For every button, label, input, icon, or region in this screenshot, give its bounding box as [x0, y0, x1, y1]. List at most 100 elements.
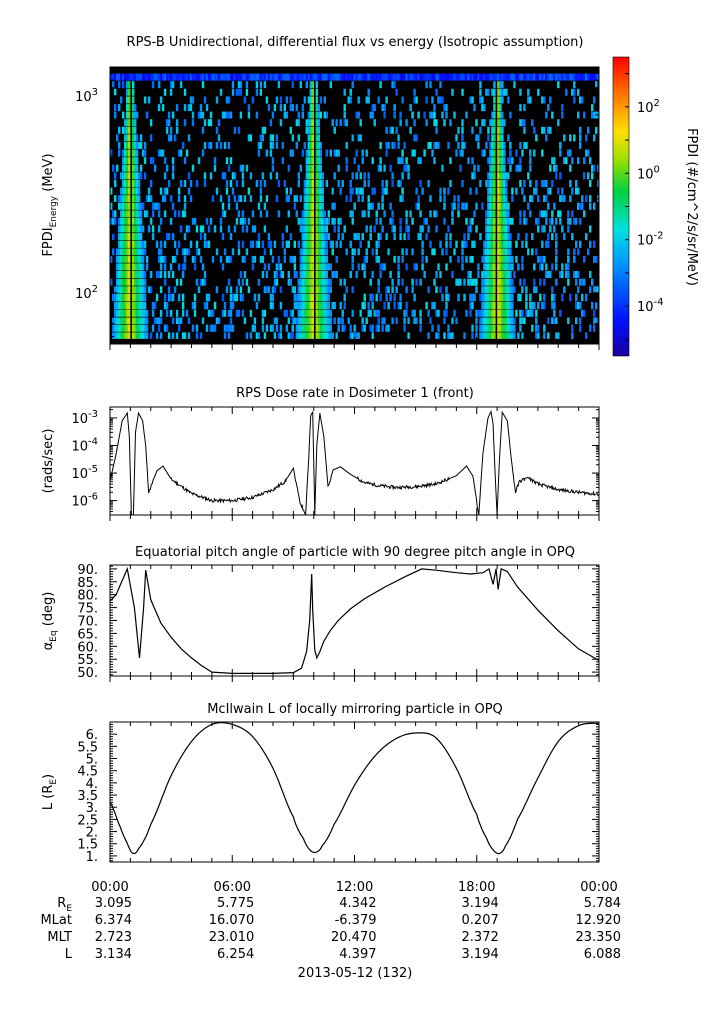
- spectrogram-cell: [419, 317, 422, 324]
- spectrogram-cell: [275, 317, 279, 324]
- spectrogram-cell: [215, 317, 219, 324]
- spectrogram-cell: [132, 332, 135, 339]
- spectrogram-cell: [595, 126, 598, 134]
- spectrogram-cell: [309, 119, 312, 127]
- spectrogram-cell: [473, 293, 476, 302]
- ephemeris-row-label: RE: [57, 896, 72, 914]
- spectrogram-cell: [491, 332, 494, 339]
- spectrogram-cell: [389, 73, 392, 81]
- spectrogram-cell: [501, 225, 504, 233]
- spectrogram-cell: [275, 96, 279, 104]
- spectrogram-cell: [122, 217, 125, 225]
- spectrogram-cell: [159, 73, 163, 81]
- colorbar-tick-label: 10-4: [637, 297, 664, 315]
- spectrogram-cell: [361, 263, 364, 271]
- spectrogram-cell: [169, 126, 173, 134]
- spectrogram-cell: [321, 293, 324, 302]
- spectrogram-cell: [485, 271, 488, 278]
- spectrogram-cell: [199, 332, 203, 339]
- spectrogram-cell: [135, 73, 139, 81]
- spectrogram-cell: [509, 309, 512, 317]
- spectrogram-cell: [303, 180, 306, 188]
- spectrogram-cell: [571, 88, 574, 96]
- spectrogram-cell: [261, 324, 265, 332]
- spectrogram-cell: [573, 134, 576, 142]
- spectrogram-cell: [159, 240, 163, 248]
- spectrogram-cell: [499, 324, 502, 332]
- spectrogram-cell: [499, 217, 502, 225]
- spectrogram-cell: [337, 180, 340, 188]
- spectrogram-cell: [191, 73, 195, 81]
- spectrogram-cell: [569, 180, 572, 188]
- spectrogram-cell: [237, 248, 241, 256]
- spectrogram-cell: [110, 278, 113, 286]
- spectrogram-cell: [475, 317, 478, 324]
- spectrogram-cell: [357, 134, 360, 142]
- spectrogram-cell: [367, 202, 370, 210]
- spectrogram-cell: [505, 210, 508, 218]
- spectrogram-cell: [431, 248, 434, 256]
- spectrogram-cell: [507, 309, 510, 317]
- spectrogram-cell: [369, 202, 372, 210]
- spectrogram-cell: [195, 73, 199, 81]
- spectrogram-cell: [529, 164, 532, 172]
- spectrogram-cell: [128, 210, 131, 218]
- spectrogram-cell: [413, 88, 416, 96]
- spectrogram-cell: [323, 271, 326, 278]
- spectrogram-cell: [122, 81, 125, 89]
- spectrogram-cell: [319, 217, 322, 225]
- spectrogram-cell: [345, 195, 348, 202]
- spectrogram-cell: [137, 248, 141, 256]
- spectrogram-cell: [441, 248, 444, 256]
- spectrogram-cell: [293, 263, 296, 271]
- spectrogram-cell: [155, 73, 159, 81]
- ephemeris-value: 2.372: [462, 930, 499, 945]
- spectrogram-cell: [349, 324, 352, 332]
- spectrogram-cell: [116, 248, 119, 256]
- spectrogram-cell: [317, 172, 320, 180]
- spectrogram-cell: [245, 332, 249, 339]
- spectrogram-cell: [323, 240, 326, 248]
- spectrogram-cell: [593, 73, 596, 81]
- spectrogram-cell: [134, 149, 137, 157]
- spectrogram-cell: [341, 180, 344, 188]
- spectrogram-cell: [237, 73, 241, 81]
- spectrogram-cell: [523, 104, 526, 112]
- spectrogram-cell: [120, 286, 123, 294]
- spectrogram-cell: [533, 278, 536, 286]
- spectrogram-cell: [225, 157, 229, 165]
- spectrogram-cell: [517, 73, 520, 81]
- spectrogram-cell: [507, 248, 510, 256]
- spectrogram-cell: [171, 317, 175, 324]
- spectrogram-cell: [245, 164, 249, 172]
- y-tick-label: 1.5: [77, 838, 98, 853]
- spectrogram-cell: [291, 324, 294, 332]
- spectrogram-cell: [497, 104, 500, 112]
- spectrogram-cell: [305, 149, 308, 157]
- spectrogram-cell: [203, 301, 207, 310]
- spectrogram-cell: [523, 126, 526, 134]
- spectrogram-cell: [435, 271, 438, 278]
- spectrogram-cell: [523, 210, 526, 218]
- spectrogram-cell: [305, 240, 308, 248]
- spectrogram-cell: [157, 149, 161, 157]
- spectrogram-cell: [419, 324, 422, 332]
- spectrogram-cell: [505, 73, 508, 81]
- spectrogram-cell: [137, 187, 141, 195]
- spectrogram-cell: [141, 286, 145, 294]
- spectrogram-cell: [523, 180, 526, 188]
- spectrogram-cell: [411, 286, 414, 294]
- spectrogram-cell: [349, 210, 352, 218]
- spectrogram-cell: [337, 233, 340, 241]
- spectrogram-cell: [327, 286, 330, 294]
- spectrogram-cell: [305, 233, 308, 241]
- spectrogram-cell: [112, 233, 115, 241]
- spectrogram-cell: [501, 96, 504, 104]
- spectrogram-cell: [239, 217, 243, 225]
- spectrogram-cell: [405, 309, 408, 317]
- spectrogram-cell: [519, 324, 522, 332]
- spectrogram-cell: [591, 164, 594, 172]
- spectrogram-cell: [301, 309, 304, 317]
- spectrogram-cell: [351, 73, 354, 81]
- spectrogram-cell: [269, 134, 273, 142]
